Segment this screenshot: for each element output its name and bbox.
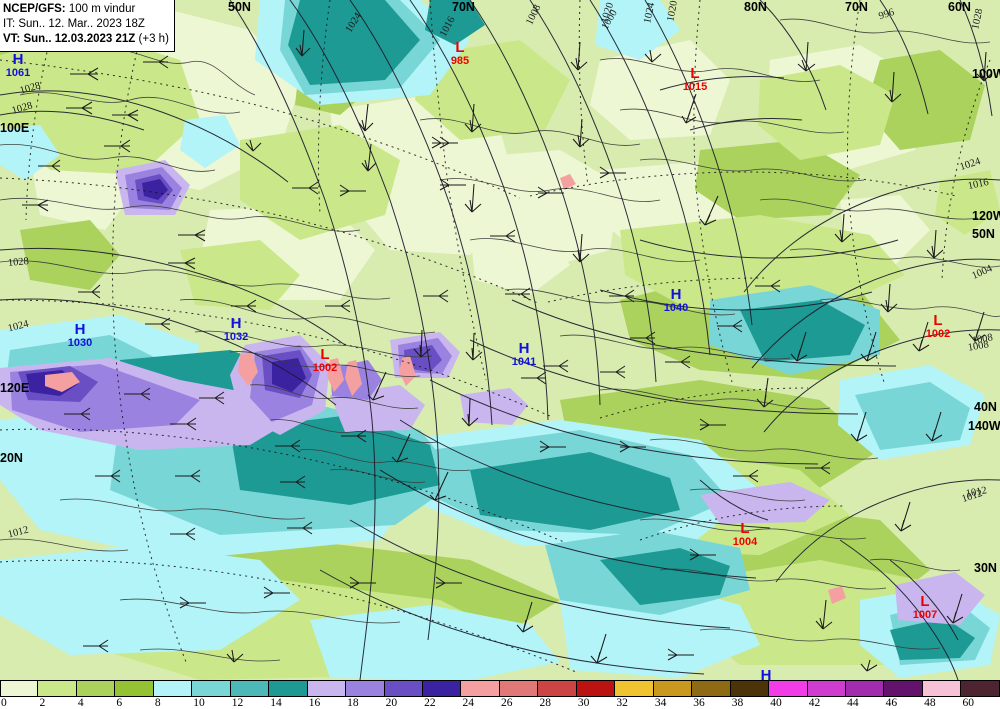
colorbar-tick: 30 (577, 697, 590, 709)
colorbar-tick: 2 (39, 697, 46, 709)
colorbar-swatch (692, 681, 731, 696)
model-row: NCEP/GFS: 100 m vindur (3, 2, 169, 17)
map-render (0, 0, 1000, 680)
colorbar-tick: 28 (539, 697, 551, 709)
colorbar-swatch (307, 681, 347, 696)
colorbar-swatch (653, 681, 693, 696)
colorbar-tick: 4 (77, 697, 84, 709)
colorbar-tick: 46 (885, 697, 898, 709)
colorbar-tick: 16 (308, 697, 321, 709)
init-time-value: Sun.. 12. Mar.. 2023 18Z (18, 18, 145, 31)
colorbar-swatches (0, 681, 1000, 696)
colorbar-swatch (730, 681, 770, 696)
colorbar-tick: 24 (462, 697, 475, 709)
colorbar-tick: 8 (154, 697, 161, 709)
colorbar-tick: 22 (424, 697, 436, 709)
colorbar-swatch (615, 681, 654, 696)
colorbar-tick: 6 (116, 697, 123, 709)
init-time-label: IT: (3, 18, 16, 31)
init-time-row: IT: Sun.. 12. Mar.. 2023 18Z (3, 17, 169, 32)
colorbar-swatch (884, 681, 923, 696)
colorbar-tick: 26 (501, 697, 513, 709)
colorbar-swatch (422, 681, 462, 696)
colorbar-swatch (76, 681, 116, 696)
colorbar-swatch (538, 681, 577, 696)
colorbar-swatch (769, 681, 808, 696)
map-info-header: NCEP/GFS: 100 m vindur IT: Sun.. 12. Mar… (0, 0, 175, 52)
colorbar-swatch (807, 681, 846, 696)
colorbar-swatch (115, 681, 154, 696)
forecast-offset: (+3 h) (138, 33, 169, 46)
colorbar-tick: 40 (770, 697, 782, 709)
colorbar-tick: 18 (347, 697, 359, 709)
colorbar-tick: 14 (270, 697, 282, 709)
weather-map-canvas[interactable] (0, 0, 1000, 680)
colorbar-swatch (346, 681, 385, 696)
colorbar-baseline (0, 696, 1000, 697)
colorbar-tick: 12 (231, 697, 244, 709)
colorbar-swatch (0, 681, 39, 696)
colorbar-swatch (461, 681, 500, 696)
colorbar-tick: 48 (924, 697, 936, 709)
colorbar-swatch (576, 681, 616, 696)
valid-time-row: VT: Sun.. 12.03.2023 21Z (+3 h) (3, 32, 169, 47)
model-parameter: 100 m vindur (68, 3, 136, 15)
colorbar-tick-labels: 0 2 4 6 8 10 12 14 16 18 20 22 24 26 28 30 32 34 36 38 40 42 4… (0, 697, 1000, 709)
colorbar-swatch (384, 681, 423, 696)
colorbar-tick: 10 (193, 697, 205, 709)
colorbar-swatch (38, 681, 77, 696)
model-label: NCEP/GFS: (3, 3, 66, 15)
wind-speed-colorbar[interactable]: 0 2 4 6 8 10 12 14 16 18 20 22 24 26 28 30 32 34 36 38 40 42 4… (0, 680, 1000, 709)
colorbar-swatch (153, 681, 193, 696)
valid-time-label: VT: (3, 33, 21, 46)
colorbar-tick: 0 (1, 697, 7, 709)
colorbar-tick: 60 (962, 697, 975, 709)
colorbar-tick: 36 (693, 697, 705, 709)
colorbar-swatch (845, 681, 885, 696)
valid-time-value: Sun.. 12.03.2023 21Z (23, 33, 136, 46)
colorbar-swatch (269, 681, 308, 696)
colorbar-tick: 32 (616, 697, 628, 709)
colorbar-tick: 44 (847, 697, 859, 709)
colorbar-swatch (499, 681, 539, 696)
colorbar-swatch (230, 681, 270, 696)
colorbar-tick: 20 (385, 697, 398, 709)
colorbar-tick: 42 (808, 697, 821, 709)
colorbar-tick: 38 (731, 697, 744, 709)
colorbar-tick: 34 (654, 697, 667, 709)
colorbar-swatch (192, 681, 231, 696)
colorbar-swatch (961, 681, 1000, 696)
colorbar-swatch (922, 681, 962, 696)
